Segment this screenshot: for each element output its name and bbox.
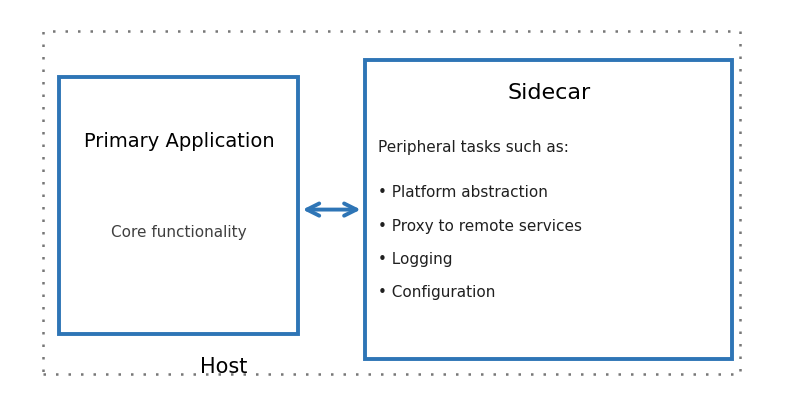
Bar [59,77,298,334]
Text: • Configuration: • Configuration [378,285,496,300]
Bar [43,31,740,374]
Text: Primary Application: Primary Application [84,132,274,151]
Text: • Logging: • Logging [378,252,453,267]
Text: • Proxy to remote services: • Proxy to remote services [378,219,582,234]
Text: • Platform abstraction: • Platform abstraction [378,186,548,200]
Text: Peripheral tasks such as:: Peripheral tasks such as: [378,140,569,155]
Text: Core functionality: Core functionality [111,225,246,240]
Bar [365,60,732,359]
Text: Host: Host [200,357,247,377]
Text: Sidecar: Sidecar [507,83,590,103]
